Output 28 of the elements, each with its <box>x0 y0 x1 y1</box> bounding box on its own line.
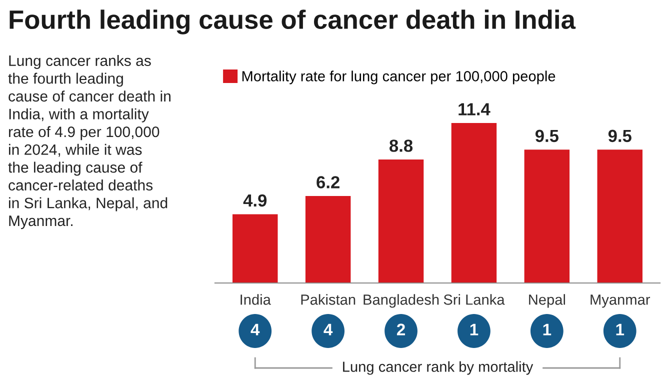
bar <box>378 159 424 283</box>
data-label: 9.5 <box>535 130 559 142</box>
x-tick-label: Myanmar <box>590 294 650 308</box>
x-tick-label: India <box>240 294 271 305</box>
bar <box>232 214 278 283</box>
text: 4 <box>324 324 333 336</box>
x-tick-label: Nepal <box>529 294 566 308</box>
bar <box>451 123 497 283</box>
x-tick-label: Pakistan <box>301 294 356 305</box>
text: Lung cancer rank by mortality <box>343 361 534 375</box>
chart-title: Fourth leading cause of cancer death in India <box>10 10 576 34</box>
text: Lung cancer ranks as the fourth leading cause of cancer death in India, with a mortality rate of 4.9 per 100,000 in 2024, while it was the leading cause of cancer-related deaths in Sri Lanka, Nepal, and Myanmar. <box>8 55 170 230</box>
text: 1 <box>616 324 624 336</box>
text: 1 <box>470 324 478 336</box>
data-label: 4.9 <box>243 194 267 207</box>
bar <box>597 150 642 283</box>
x-tick-label: Sri Lanka <box>444 294 505 305</box>
text: 4 <box>250 324 260 336</box>
data-label: 11.4 <box>458 103 490 116</box>
bar <box>524 150 570 283</box>
data-label: 8.8 <box>390 140 413 152</box>
data-label: 6.2 <box>316 176 340 188</box>
text: 1 <box>543 324 552 336</box>
x-tick-label: Bangladesh <box>364 294 439 308</box>
legend-label: Mortality rate for lung cancer per 100,000 people <box>242 70 556 84</box>
text: 2 <box>396 324 405 336</box>
bar <box>305 196 351 283</box>
data-label: 9.5 <box>608 130 632 142</box>
